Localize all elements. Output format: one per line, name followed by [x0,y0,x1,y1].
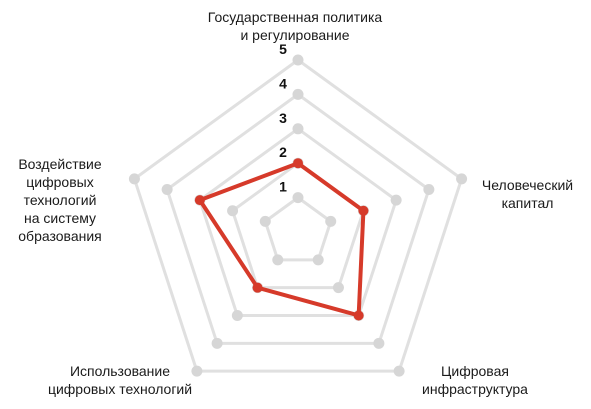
grid-dot-5-1 [456,173,468,185]
axis-label-human-capital: Человеческий капитал [481,177,574,211]
grid-ring-5 [132,58,464,373]
grid-dot-3-0 [292,123,304,135]
grid-dot-4-1 [423,183,435,195]
series-line-0 [197,161,366,318]
data-point-0-2 [353,310,364,321]
axis-label-government-policy: Государственная политика и регулирование [207,9,383,43]
data-point-0-0 [293,158,303,169]
grid-dot-5-0 [292,54,304,66]
axis-label-digital-technology-use: Использование цифровых технологий [47,363,193,397]
data-point-0-4 [194,195,205,206]
grid-dot-2-4 [227,205,239,217]
grid-dot-2-2 [332,282,344,294]
grid-dot-4-3 [211,337,223,349]
grid-dot-4-4 [161,183,173,195]
axis-label-impact-on-education: Воздействие цифровых технологий на систе… [18,156,102,244]
grid-dot-5-3 [191,365,203,377]
axis-label-digital-infrastructure: Цифровая инфраструктура [422,363,528,397]
grid-dot-3-3 [231,309,243,321]
grid-ring-1 [263,196,333,262]
grid-dot-5-2 [393,365,405,377]
grid-ring-3 [198,127,398,317]
data-point-0-3 [252,282,263,293]
grid-dot-1-4 [259,215,271,227]
scale-label-1: 1 [279,179,287,195]
grid-dot-5-4 [128,173,140,185]
scale-label-3: 3 [279,110,287,126]
scale-label-5: 5 [279,41,287,57]
scale-label-2: 2 [279,144,287,160]
grid-dot-4-0 [292,88,304,100]
grid-dot-3-1 [390,194,402,206]
data-point-0-1 [358,205,369,216]
grid-dot-1-2 [312,254,324,266]
grid-dot-1-1 [325,215,337,227]
grid-ring-4 [165,92,431,345]
grid-dot-1-3 [272,254,284,266]
grid-dot-1-0 [292,192,304,204]
grid-dot-4-2 [373,337,385,349]
scale-label-4: 4 [279,75,287,91]
